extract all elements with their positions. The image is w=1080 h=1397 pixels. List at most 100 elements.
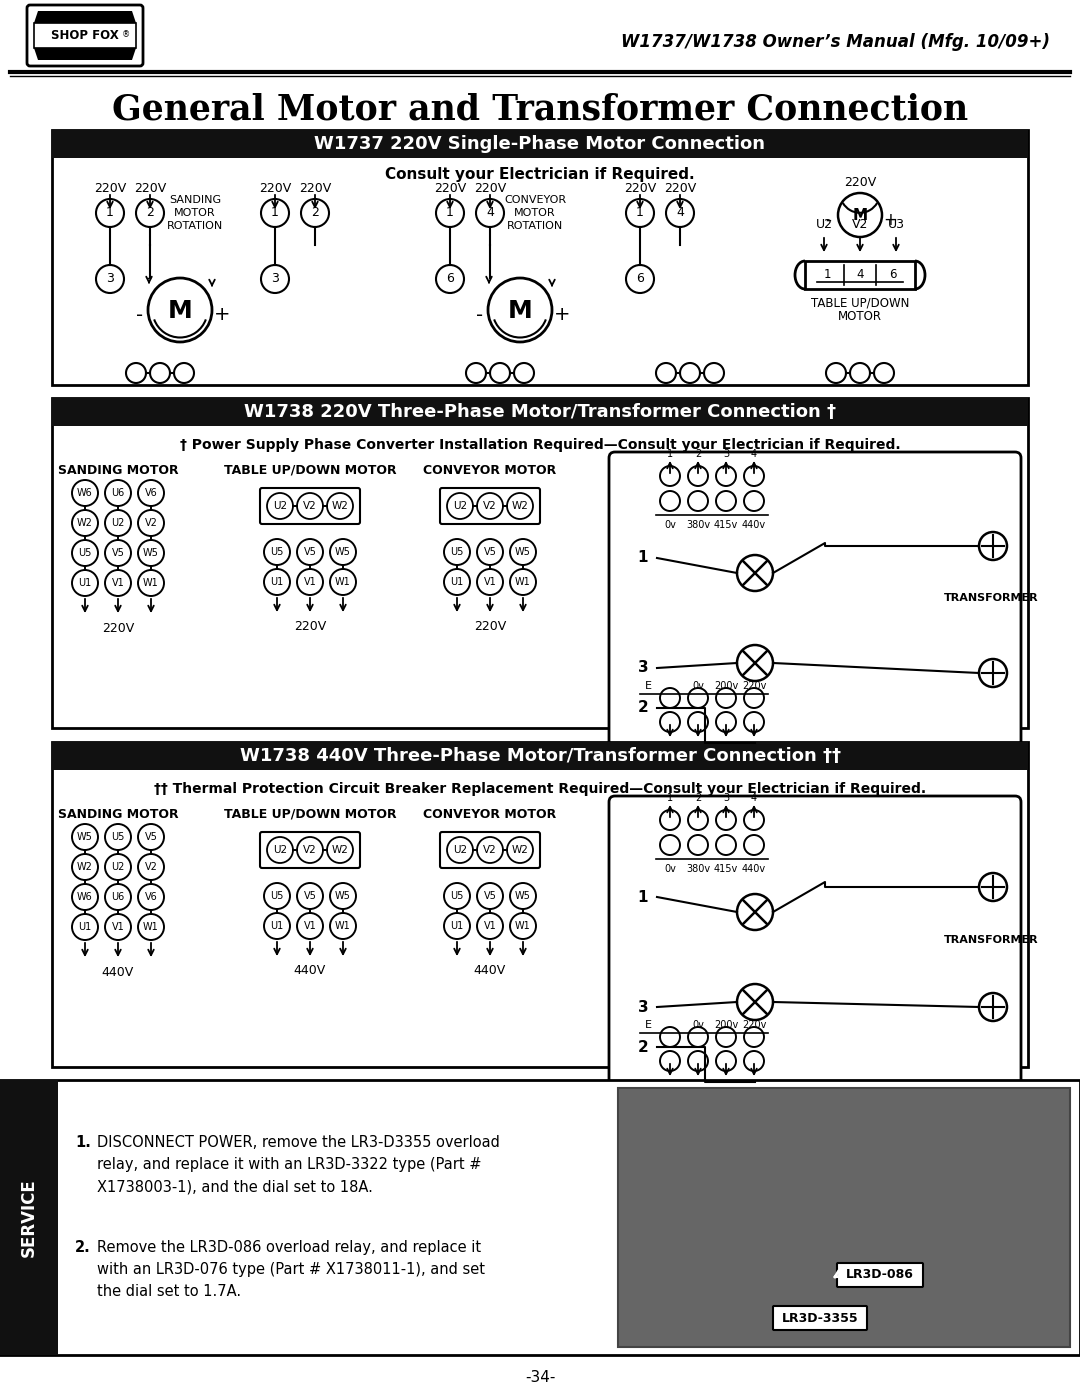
Text: TABLE UP/DOWN MOTOR: TABLE UP/DOWN MOTOR [224,807,396,820]
Text: U5: U5 [450,891,463,901]
Text: 1: 1 [638,890,648,904]
Text: W1: W1 [335,921,351,930]
Text: TABLE UP/DOWN: TABLE UP/DOWN [811,296,909,310]
Text: W5: W5 [515,548,531,557]
Text: 0v: 0v [664,863,676,875]
Text: 2: 2 [694,448,701,460]
Text: V2: V2 [852,218,868,232]
Text: 1: 1 [271,207,279,219]
Text: W1738 440V Three-Phase Motor/Transformer Connection ††: W1738 440V Three-Phase Motor/Transformer… [240,747,840,766]
Text: U2: U2 [111,862,124,872]
Text: 2: 2 [694,793,701,803]
Text: SERVICE: SERVICE [21,1178,38,1257]
Text: V1: V1 [484,921,497,930]
Bar [52,398,1028,426]
Text: †† Thermal Protection Circuit Breaker Replacement Required—Consult your Electric: †† Thermal Protection Circuit Breaker Re… [154,782,926,796]
Text: U5: U5 [111,833,124,842]
Text: 220V: 220V [474,182,507,194]
Text: 1: 1 [823,268,831,282]
Text: W6: W6 [77,893,93,902]
Bar [0,1080,58,1355]
Text: W2: W2 [77,518,93,528]
Text: U5: U5 [270,548,284,557]
Polygon shape [33,47,136,60]
Text: -: - [136,306,144,324]
FancyBboxPatch shape [440,833,540,868]
Text: V1: V1 [303,577,316,587]
Text: M: M [852,208,867,224]
FancyBboxPatch shape [440,488,540,524]
Text: 3: 3 [271,272,279,285]
Text: 2: 2 [637,700,648,715]
Text: W1737 220V Single-Phase Motor Connection: W1737 220V Single-Phase Motor Connection [314,136,766,154]
Bar [0,1080,1080,1355]
Bar [52,742,1028,770]
Text: W5: W5 [143,548,159,557]
Text: U1: U1 [79,578,92,588]
Text: 2: 2 [146,207,154,219]
Text: 4: 4 [751,793,757,803]
Text: V1: V1 [111,922,124,932]
Text: DISCONNECT POWER, remove the LR3-D3355 overload
relay, and replace it with an LR: DISCONNECT POWER, remove the LR3-D3355 o… [97,1134,500,1194]
Text: 380v: 380v [686,520,710,529]
Text: 1.: 1. [75,1134,91,1150]
Text: 3: 3 [723,448,729,460]
Text: 380v: 380v [686,863,710,875]
Text: CONVEYOR MOTOR: CONVEYOR MOTOR [423,464,556,476]
Text: W5: W5 [335,891,351,901]
Text: 220v: 220v [742,1020,766,1030]
Text: 3: 3 [723,793,729,803]
Text: LR3D-086: LR3D-086 [846,1268,914,1281]
Text: 2.: 2. [75,1241,91,1255]
Text: V2: V2 [145,518,158,528]
FancyBboxPatch shape [609,453,1021,768]
Text: U2: U2 [815,218,833,232]
Text: V5: V5 [145,833,158,842]
Text: V5: V5 [484,891,497,901]
Text: ®: ® [122,29,130,39]
Text: General Motor and Transformer Connection: General Motor and Transformer Connection [112,94,968,127]
Bar [52,130,1028,158]
Text: 1: 1 [106,207,113,219]
Text: W5: W5 [335,548,351,557]
Text: -34-: -34- [525,1370,555,1386]
Text: 4: 4 [751,448,757,460]
Text: V5: V5 [111,548,124,557]
Text: +: + [554,306,570,324]
Text: 3: 3 [106,272,113,285]
FancyBboxPatch shape [27,6,143,66]
Text: 200v: 200v [714,1020,738,1030]
Text: U1: U1 [450,577,463,587]
Text: Consult your Electrician if Required.: Consult your Electrician if Required. [386,166,694,182]
Text: 220V: 220V [664,182,697,194]
Text: W1: W1 [144,578,159,588]
Text: W2: W2 [77,862,93,872]
Text: TABLE UP/DOWN MOTOR: TABLE UP/DOWN MOTOR [224,464,396,476]
Text: U2: U2 [111,518,124,528]
Text: 220V: 220V [299,182,332,194]
Text: † Power Supply Phase Converter Installation Required—Consult your Electrician if: † Power Supply Phase Converter Installat… [179,439,901,453]
Text: U6: U6 [111,893,124,902]
Text: SANDING MOTOR: SANDING MOTOR [57,807,178,820]
Text: W5: W5 [515,891,531,901]
Text: W2: W2 [512,845,528,855]
Text: 220V: 220V [134,182,166,194]
Text: TRANSFORMER: TRANSFORMER [944,592,1038,604]
Text: W2: W2 [332,845,349,855]
Text: W1: W1 [335,577,351,587]
Text: W1738 220V Three-Phase Motor/Transformer Connection †: W1738 220V Three-Phase Motor/Transformer… [244,402,836,420]
Text: U6: U6 [111,488,124,497]
Text: V2: V2 [483,502,497,511]
Text: 220V: 220V [843,176,876,190]
Text: 2: 2 [311,207,319,219]
Bar [52,130,1028,386]
Text: E: E [645,680,651,692]
Text: U5: U5 [79,548,92,557]
Text: 1: 1 [667,448,673,460]
Text: 440v: 440v [742,863,766,875]
Text: SHOP FOX: SHOP FOX [51,29,119,42]
Text: U2: U2 [453,502,467,511]
Polygon shape [33,11,136,22]
Text: V5: V5 [303,548,316,557]
Text: 1: 1 [446,207,454,219]
